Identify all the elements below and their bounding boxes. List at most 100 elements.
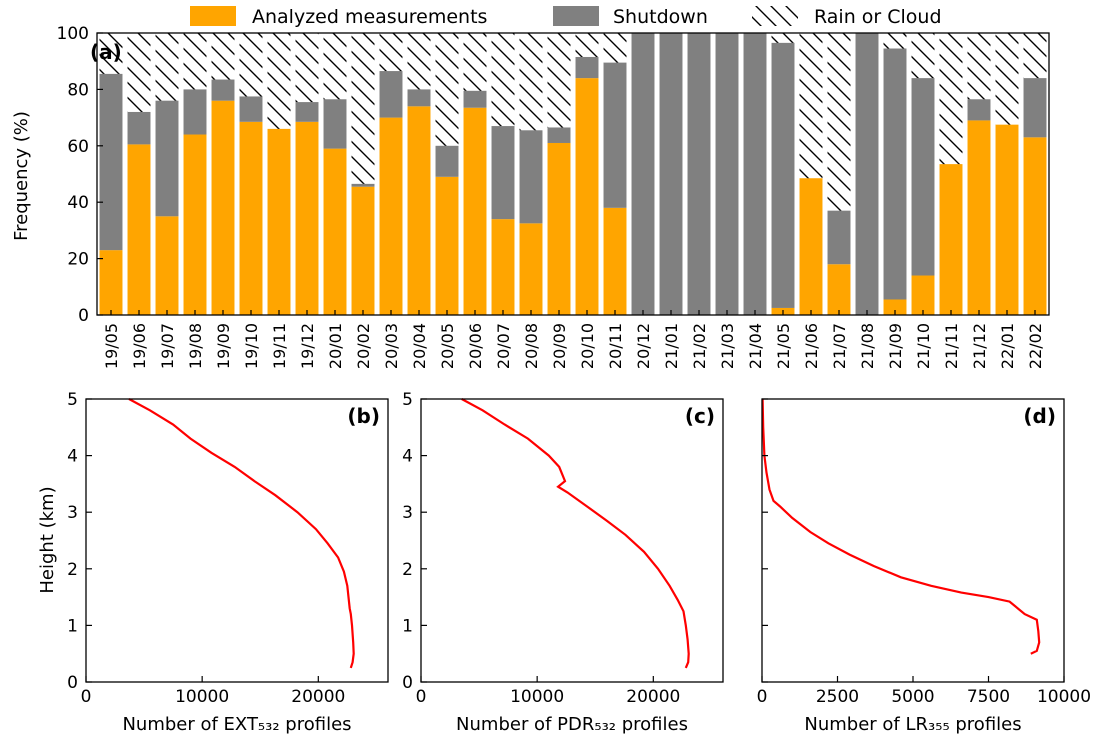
bar-rain bbox=[407, 33, 431, 90]
bar-shutdown bbox=[883, 48, 907, 300]
x-tick-label: 10000 bbox=[1037, 687, 1091, 707]
bar-shutdown bbox=[687, 33, 711, 315]
bar-rain bbox=[267, 33, 291, 129]
x-tick-label: 21/09 bbox=[886, 323, 905, 369]
bar-shutdown bbox=[771, 42, 795, 308]
plot-frame bbox=[761, 398, 1065, 683]
y-tick-label: 2 bbox=[402, 560, 413, 580]
plot-frame bbox=[85, 398, 389, 683]
panel-a-label: (a) bbox=[90, 40, 122, 64]
bar-analyzed bbox=[379, 117, 403, 315]
x-axis-label: Number of LR₃₅₅ profiles bbox=[804, 714, 1021, 735]
bar-analyzed bbox=[463, 107, 487, 315]
x-tick-label: 5000 bbox=[891, 687, 934, 707]
x-tick-label: 21/02 bbox=[690, 323, 709, 369]
bar-rain bbox=[995, 33, 1019, 125]
y-tick-label: 1 bbox=[402, 616, 413, 636]
y-tick-label: 0 bbox=[78, 306, 89, 326]
panel-a-x-ticks: 19/05 19/06 19/07 19/08 19/09 19/10 19/11 19/12… bbox=[102, 310, 1045, 369]
bar-analyzed bbox=[407, 106, 431, 315]
bar-rain bbox=[239, 33, 263, 97]
x-tick-label: 19/06 bbox=[130, 323, 149, 369]
bar-shutdown bbox=[631, 33, 655, 315]
bar-shutdown bbox=[351, 183, 375, 187]
bar-rain bbox=[547, 33, 571, 128]
bar-analyzed bbox=[491, 219, 515, 315]
bar-rain bbox=[435, 33, 459, 146]
x-tick-label: 20/04 bbox=[410, 323, 429, 369]
legend-swatch-analyzed bbox=[190, 6, 236, 26]
x-tick-label: 20/03 bbox=[382, 323, 401, 369]
y-tick-label: 3 bbox=[402, 503, 413, 523]
bar-analyzed bbox=[211, 100, 235, 316]
bar-shutdown bbox=[715, 33, 739, 315]
x-axis-label: Number of PDR₅₃₂ profiles bbox=[456, 714, 688, 735]
panel-c: 0 10000 20000 0 1 2 3 4 5 (c) Number of PDR₅₃₂ pro… bbox=[402, 390, 724, 735]
x-tick-label: 20/08 bbox=[522, 323, 541, 369]
bar-shutdown bbox=[827, 210, 851, 265]
panel-label: (d) bbox=[1023, 404, 1056, 428]
panel-a-bars bbox=[99, 33, 1047, 316]
x-tick-label: 19/09 bbox=[214, 323, 233, 369]
height-axis-label: Height (km) bbox=[37, 486, 58, 593]
bar-rain bbox=[939, 33, 963, 165]
panel-label: (b) bbox=[347, 404, 380, 428]
x-tick-label: 21/10 bbox=[914, 323, 933, 369]
bar-rain bbox=[799, 33, 823, 179]
bar-shutdown bbox=[435, 145, 459, 177]
bar-analyzed bbox=[827, 264, 851, 315]
bar-shutdown bbox=[491, 126, 515, 220]
bar-rain bbox=[1023, 33, 1047, 79]
profile-line bbox=[761, 398, 1041, 655]
plot-frame bbox=[420, 398, 724, 683]
legend-label-rain: Rain or Cloud bbox=[814, 6, 942, 28]
panel-a-y-axis-label: Frequency (%) bbox=[11, 111, 32, 241]
bar-shutdown bbox=[967, 99, 991, 121]
x-tick-label: 21/11 bbox=[942, 323, 961, 369]
bar-shutdown bbox=[295, 102, 319, 122]
x-tick-label: 20000 bbox=[291, 687, 345, 707]
bar-shutdown bbox=[659, 33, 683, 315]
bar-rain bbox=[323, 33, 347, 100]
bar-shutdown bbox=[407, 89, 431, 107]
x-tick-label: 19/10 bbox=[242, 323, 261, 369]
bar-shutdown bbox=[211, 79, 235, 101]
bar-analyzed bbox=[351, 186, 375, 315]
bar-shutdown bbox=[855, 33, 879, 315]
profile-line bbox=[461, 398, 690, 669]
bar-analyzed bbox=[155, 216, 179, 315]
bar-analyzed bbox=[1023, 137, 1047, 315]
x-tick-label: 2500 bbox=[816, 687, 859, 707]
bar-analyzed bbox=[911, 275, 935, 315]
x-tick-label: 7500 bbox=[967, 687, 1010, 707]
bar-rain bbox=[883, 33, 907, 49]
x-tick-label: 20/05 bbox=[438, 323, 457, 369]
x-tick-label: 21/12 bbox=[970, 323, 989, 369]
x-tick-label: 0 bbox=[757, 687, 768, 707]
x-tick-label: 21/01 bbox=[662, 323, 681, 369]
x-tick-label: 0 bbox=[81, 687, 92, 707]
bar-rain bbox=[827, 33, 851, 211]
bar-rain bbox=[771, 33, 795, 43]
bar-rain bbox=[127, 33, 151, 112]
panel-a-frame bbox=[96, 32, 1050, 316]
bar-shutdown bbox=[99, 73, 123, 251]
x-tick-label: 19/11 bbox=[270, 323, 289, 369]
x-tick-label: 20/12 bbox=[634, 323, 653, 369]
x-tick-label: 22/01 bbox=[998, 323, 1017, 369]
x-tick-label: 21/06 bbox=[802, 323, 821, 369]
x-tick-label: 20/02 bbox=[354, 323, 373, 369]
legend-label-shutdown: Shutdown bbox=[613, 6, 708, 28]
y-tick-label: 1 bbox=[67, 616, 78, 636]
bar-shutdown bbox=[743, 33, 767, 315]
x-tick-label: 10000 bbox=[175, 687, 229, 707]
x-tick-label: 10000 bbox=[510, 687, 564, 707]
y-tick-label: 100 bbox=[57, 24, 89, 44]
bar-shutdown bbox=[603, 62, 627, 208]
bar-rain bbox=[463, 33, 487, 91]
bar-analyzed bbox=[967, 120, 991, 315]
x-tick-label: 20/10 bbox=[578, 323, 597, 369]
bar-shutdown bbox=[127, 111, 151, 145]
bar-analyzed bbox=[99, 250, 123, 315]
